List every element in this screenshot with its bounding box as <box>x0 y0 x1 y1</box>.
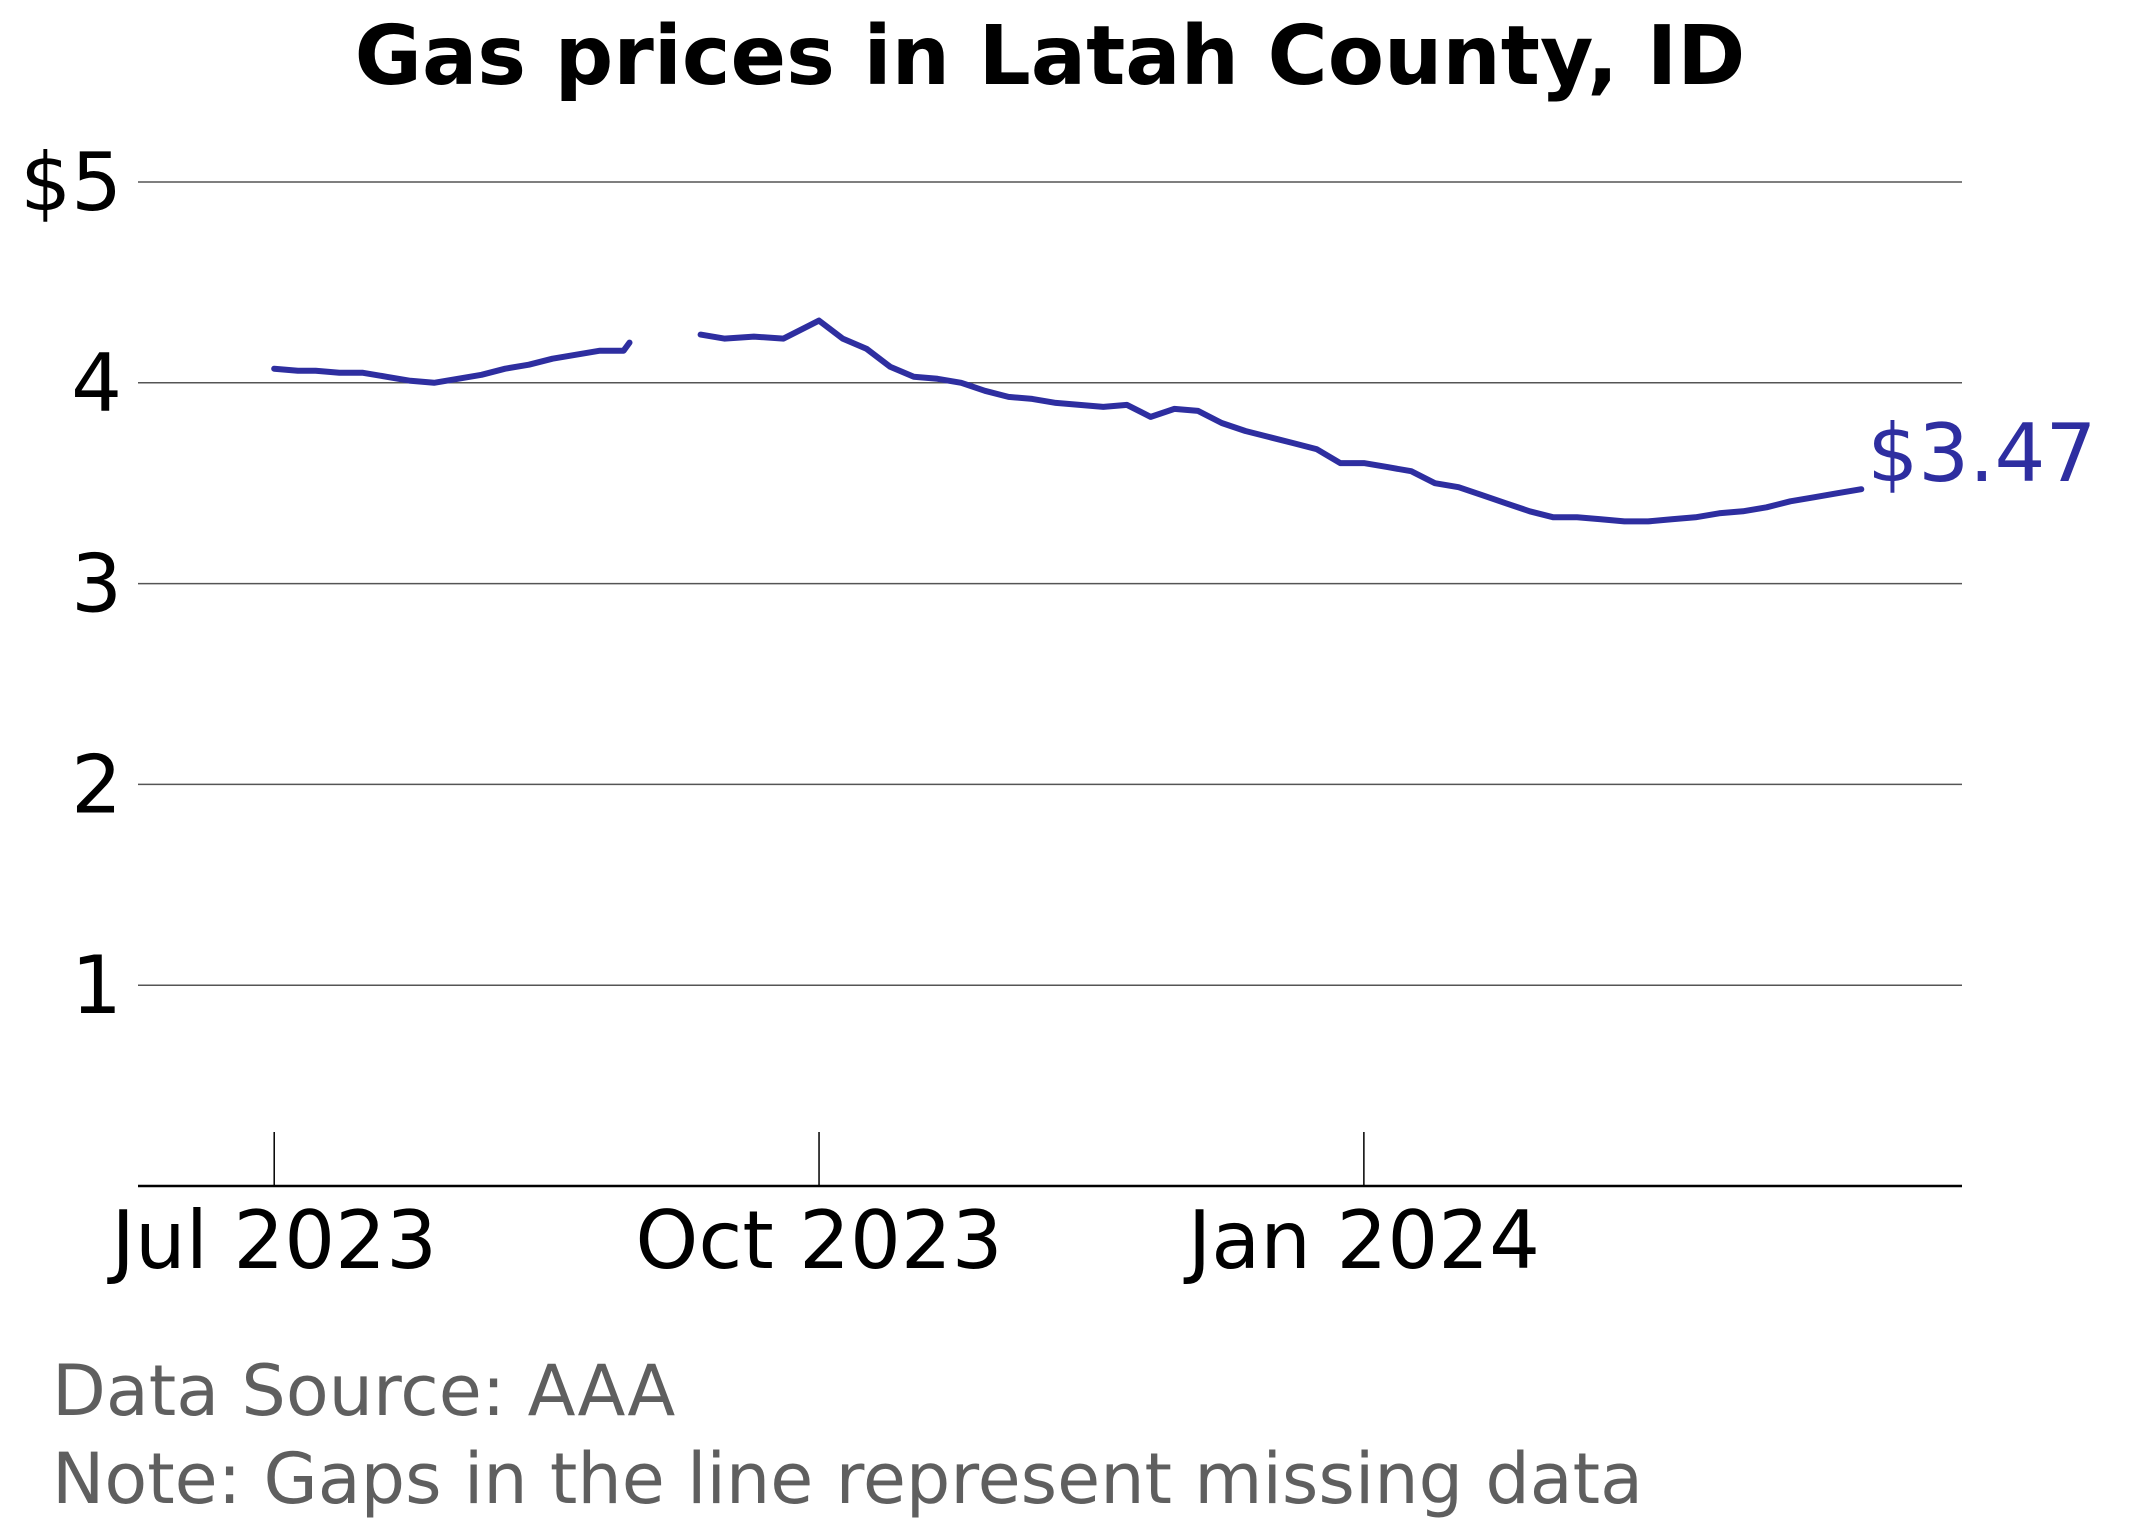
y-tick-label: 3 <box>71 538 122 631</box>
price-line-segment <box>697 317 1865 525</box>
x-axis-ticks: Jul 2023 Oct 2023 Jan 2024 <box>106 1132 1540 1287</box>
chart-title: Gas prices in Latah County, ID <box>355 9 1746 104</box>
grid-lines <box>138 181 1962 986</box>
price-series <box>271 317 1865 525</box>
x-tick-label: Oct 2023 <box>635 1194 1002 1287</box>
y-tick-label: 1 <box>71 939 122 1032</box>
missing-data-note: Note: Gaps in the line represent missing… <box>52 1438 1643 1520</box>
data-source-note: Data Source: AAA <box>52 1350 676 1432</box>
y-axis-ticks: $5 4 3 2 1 <box>20 136 122 1032</box>
x-tick-label: Jul 2023 <box>106 1194 437 1287</box>
latest-price-label: $3.47 <box>1867 407 2096 500</box>
y-tick-label: 4 <box>71 337 122 430</box>
price-line-segment <box>271 339 633 386</box>
y-tick-label: 2 <box>71 738 122 831</box>
y-tick-label: $5 <box>20 136 122 229</box>
x-tick-label: Jan 2024 <box>1183 1194 1540 1287</box>
